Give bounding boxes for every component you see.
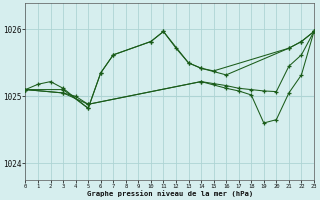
X-axis label: Graphe pression niveau de la mer (hPa): Graphe pression niveau de la mer (hPa): [87, 190, 253, 197]
